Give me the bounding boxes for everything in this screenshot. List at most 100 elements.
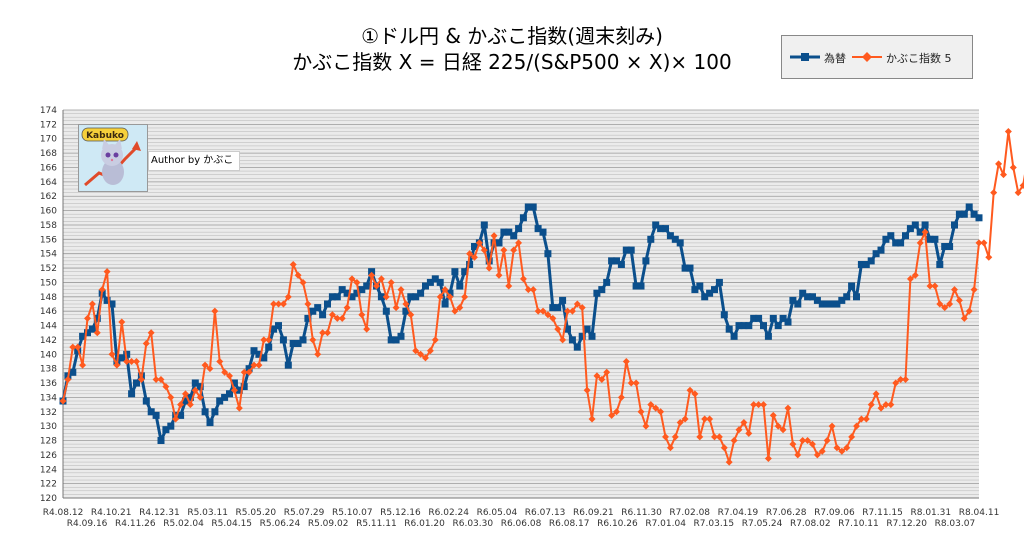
data-point-usdjpy [186,393,194,401]
data-point-kabuko [397,286,405,294]
data-point-kabuko [931,282,939,290]
data-point-kabuko [637,408,645,416]
data-point-kabuko [284,293,292,301]
data-point-kabuko [93,329,101,337]
data-point-usdjpy [779,314,787,322]
badge-text: Kabuko [86,131,124,141]
data-point-kabuko [833,444,841,452]
data-point-kabuko [519,275,527,283]
data-point-usdjpy [745,322,753,330]
data-point-usdjpy [93,314,101,322]
data-point-usdjpy [177,411,185,419]
data-point-usdjpy [505,228,513,236]
x-tick-label: R5.05.20 [236,508,277,518]
data-point-kabuko [647,401,655,409]
data-point-usdjpy [730,332,738,340]
data-point-usdjpy [926,235,934,243]
data-point-usdjpy [84,329,91,337]
data-point-kabuko [808,440,816,448]
data-point-usdjpy [79,332,87,340]
data-point-kabuko [417,350,425,358]
data-point-usdjpy [495,239,503,247]
data-point-usdjpy [902,232,909,240]
data-point-usdjpy [833,300,841,308]
data-point-usdjpy [975,214,983,222]
data-point-usdjpy [510,232,518,240]
data-point-kabuko [559,336,567,344]
data-point-kabuko [83,314,91,322]
x-tick-label: R4.09.16 [67,519,108,529]
data-point-usdjpy [965,203,973,211]
data-point-usdjpy [250,347,258,355]
data-point-kabuko [568,307,576,315]
x-tick-label: R5.07.29 [284,508,325,518]
data-point-usdjpy [622,246,630,254]
data-point-kabuko [446,293,454,301]
data-point-usdjpy [715,278,723,286]
data-point-kabuko [475,239,483,247]
data-point-usdjpy [882,235,890,243]
data-point-kabuko [911,271,919,279]
data-point-usdjpy [627,246,635,254]
data-point-kabuko [662,433,670,441]
data-point-kabuko [64,375,72,383]
x-tick-label: R7.01.04 [645,519,686,529]
data-point-usdjpy [769,314,777,322]
data-point-kabuko [132,357,140,365]
data-point-usdjpy [573,343,581,351]
data-point-usdjpy [524,203,532,211]
y-tick-label: 140 [40,350,57,360]
data-point-usdjpy [392,336,400,344]
data-point-kabuko [779,426,787,434]
data-point-usdjpy [260,354,268,362]
data-point-usdjpy [382,307,390,315]
data-point-usdjpy [206,419,214,427]
data-point-usdjpy [593,289,601,297]
data-point-kabuko [74,343,82,351]
legend-line-kabuko [852,52,882,62]
data-point-usdjpy [304,314,312,322]
data-point-kabuko [691,390,699,398]
y-tick-label: 156 [40,235,57,245]
data-point-usdjpy [946,243,954,250]
y-tick-label: 168 [40,149,57,159]
data-point-usdjpy [471,243,478,250]
x-tick-label: R6.06.08 [501,519,542,529]
data-point-kabuko [887,401,895,409]
data-point-usdjpy [955,210,963,218]
data-point-kabuko [211,307,219,315]
data-point-kabuko [627,379,635,387]
data-point-kabuko [593,372,601,380]
data-point-kabuko [167,393,175,401]
data-point-usdjpy [843,293,851,301]
data-point-kabuko [843,444,851,452]
y-tick-label: 126 [40,451,57,461]
data-point-kabuko [872,390,880,398]
x-tick-label: R5.06.24 [260,519,301,529]
data-point-kabuko [720,444,728,452]
data-point-usdjpy [368,268,376,276]
data-point-kabuko [985,253,993,261]
data-point-kabuko [123,357,131,365]
data-point-kabuko [142,340,150,348]
y-tick-label: 150 [40,278,57,288]
data-point-kabuko [622,357,630,365]
data-point-kabuko [510,246,518,254]
data-point-usdjpy [691,286,699,294]
data-point-usdjpy [387,336,395,344]
data-point-kabuko [916,239,924,247]
data-point-usdjpy [407,293,415,301]
data-point-usdjpy [720,311,728,319]
data-point-kabuko [466,250,474,258]
x-tick-label: R7.03.15 [694,519,735,529]
data-point-usdjpy [701,293,709,301]
data-point-kabuko [451,307,459,315]
data-point-kabuko [784,404,792,412]
data-point-kabuko [289,260,297,268]
data-point-usdjpy [603,278,611,286]
x-tick-label: R4.10.21 [91,508,132,518]
data-point-kabuko [407,311,415,319]
data-point-usdjpy [598,286,606,294]
x-tick-label: R7.09.06 [814,508,855,518]
data-point-kabuko [838,447,846,455]
